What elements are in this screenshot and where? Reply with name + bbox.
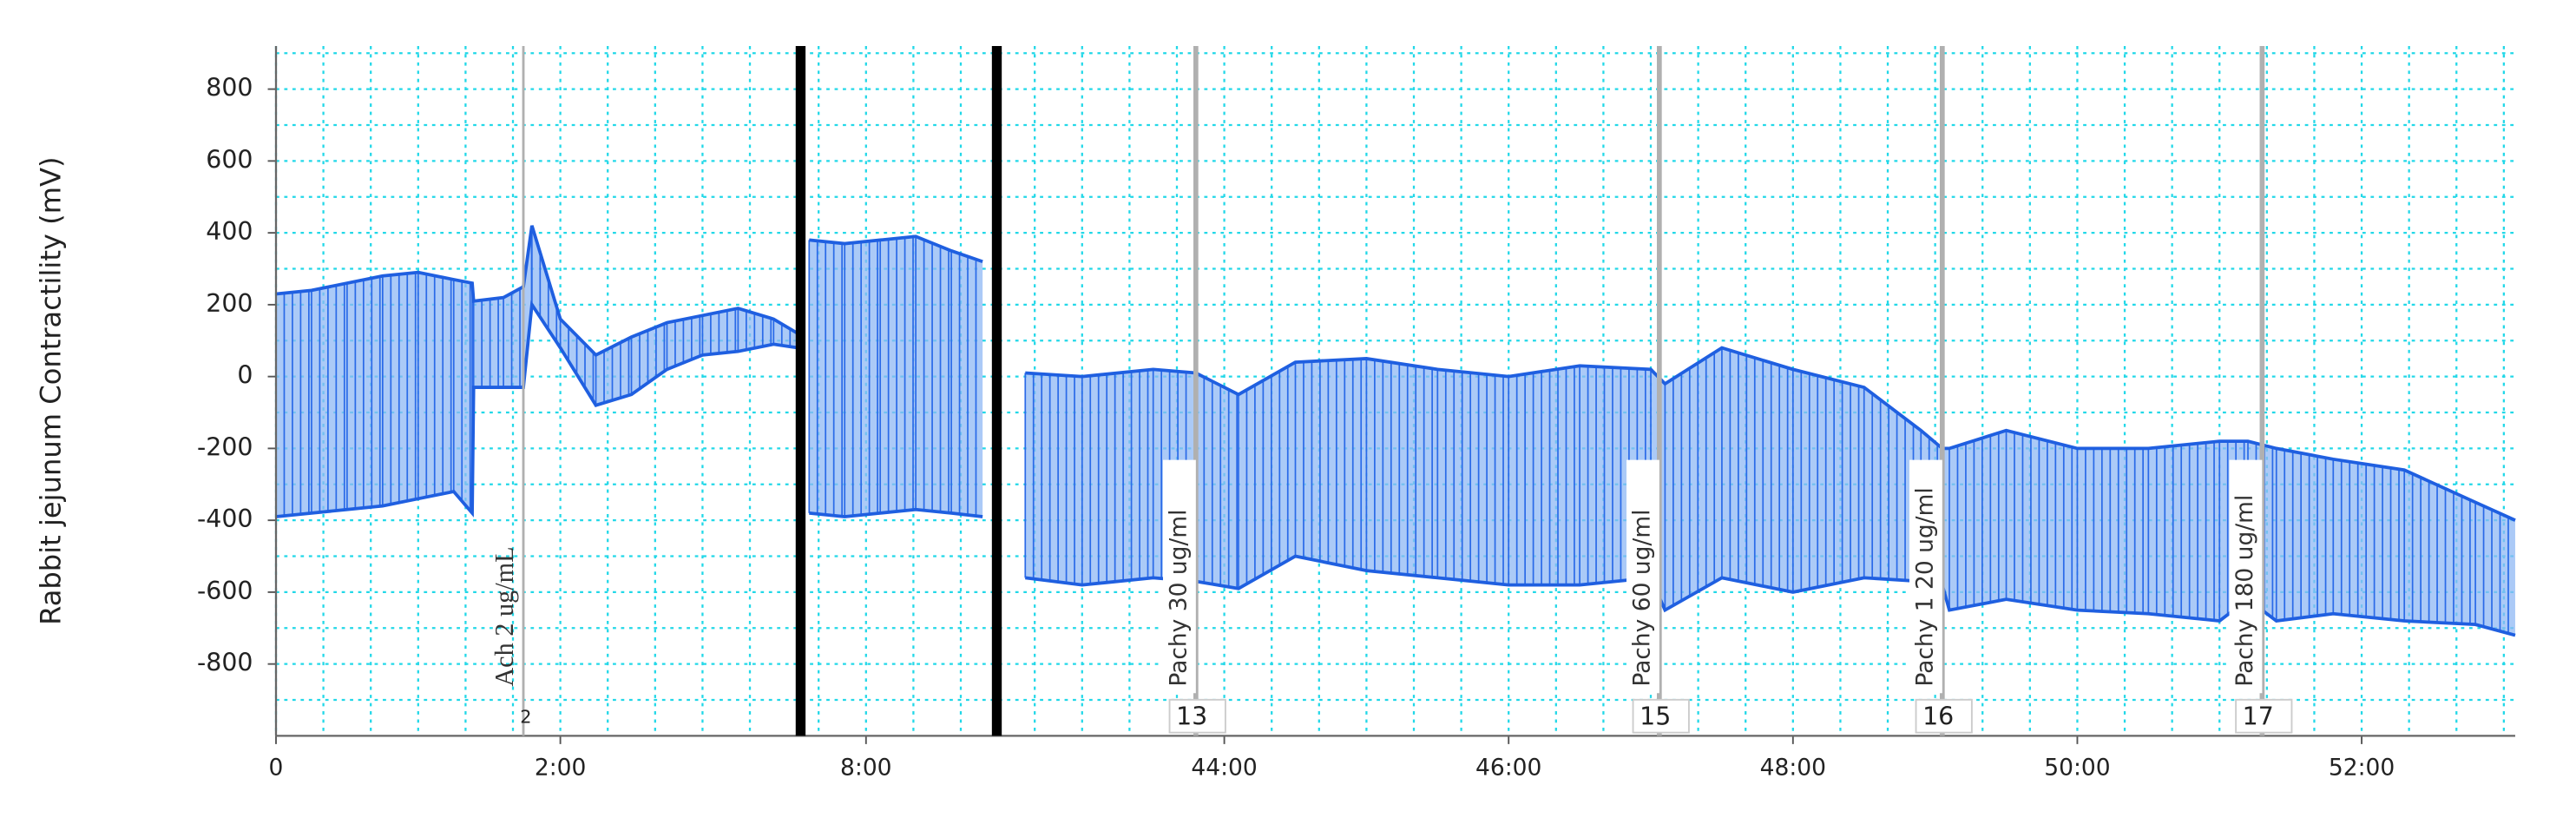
event-marker: 13 — [1176, 703, 1207, 731]
event-label: Pachy 30 ug/ml — [1165, 509, 1192, 686]
y-tick-label: -800 — [197, 649, 253, 677]
event-label: Ach 2 ug/mL — [490, 546, 519, 686]
event-marker-box — [1632, 698, 1690, 734]
x-tick-label: 8:00 — [840, 755, 892, 782]
y-tick-label: 800 — [206, 74, 253, 102]
trace-fill — [809, 236, 983, 518]
overlay: -800 -600 -400 -200 0 200 400 600 800 0 2:00 8:00 44… — [197, 45, 2515, 782]
y-tick-label: 400 — [206, 217, 253, 246]
event-label: Pachy 180 ug/ml — [2231, 495, 2258, 687]
event-marker: 16 — [1922, 703, 1954, 731]
x-tick-label: 0 — [269, 755, 284, 782]
event-label-bg — [1162, 459, 1196, 694]
y-axis-label: Rabbit jejunum Contractility (mV) — [35, 156, 68, 624]
x-tick-label: 50:00 — [2044, 755, 2110, 782]
event-marker-box — [1168, 698, 1226, 734]
y-tick-label: -200 — [197, 432, 253, 461]
x-tick-label: 2:00 — [535, 755, 587, 782]
event-marker: 2 — [520, 707, 531, 728]
event-label: Pachy 1 20 ug/ml — [1911, 487, 1938, 686]
event-label-bg — [1909, 459, 1942, 694]
x-tick-label: 48:00 — [1760, 755, 1826, 782]
y-tick-label: 200 — [206, 289, 253, 318]
event-marker: 17 — [2243, 703, 2274, 731]
event-label-bg — [1626, 459, 1659, 694]
event-marker-box — [2235, 698, 2293, 734]
trace-envelope — [809, 507, 983, 518]
x-tick-label: 52:00 — [2329, 755, 2395, 782]
x-tick-label: 44:00 — [1191, 755, 1257, 782]
event-marker: 15 — [1640, 703, 1671, 731]
event-label-bg — [2229, 459, 2263, 694]
x-tick-label: 46:00 — [1475, 755, 1541, 782]
trace-envelope — [809, 234, 983, 264]
y-tick-label: -400 — [197, 505, 253, 533]
trace-fill — [276, 225, 798, 518]
y-tick-label: -600 — [197, 577, 253, 605]
event-label: Pachy 60 ug/ml — [1628, 509, 1655, 686]
y-tick-label: 600 — [206, 145, 253, 174]
event-marker-box — [1915, 698, 1973, 734]
y-tick-label: 0 — [237, 361, 253, 390]
